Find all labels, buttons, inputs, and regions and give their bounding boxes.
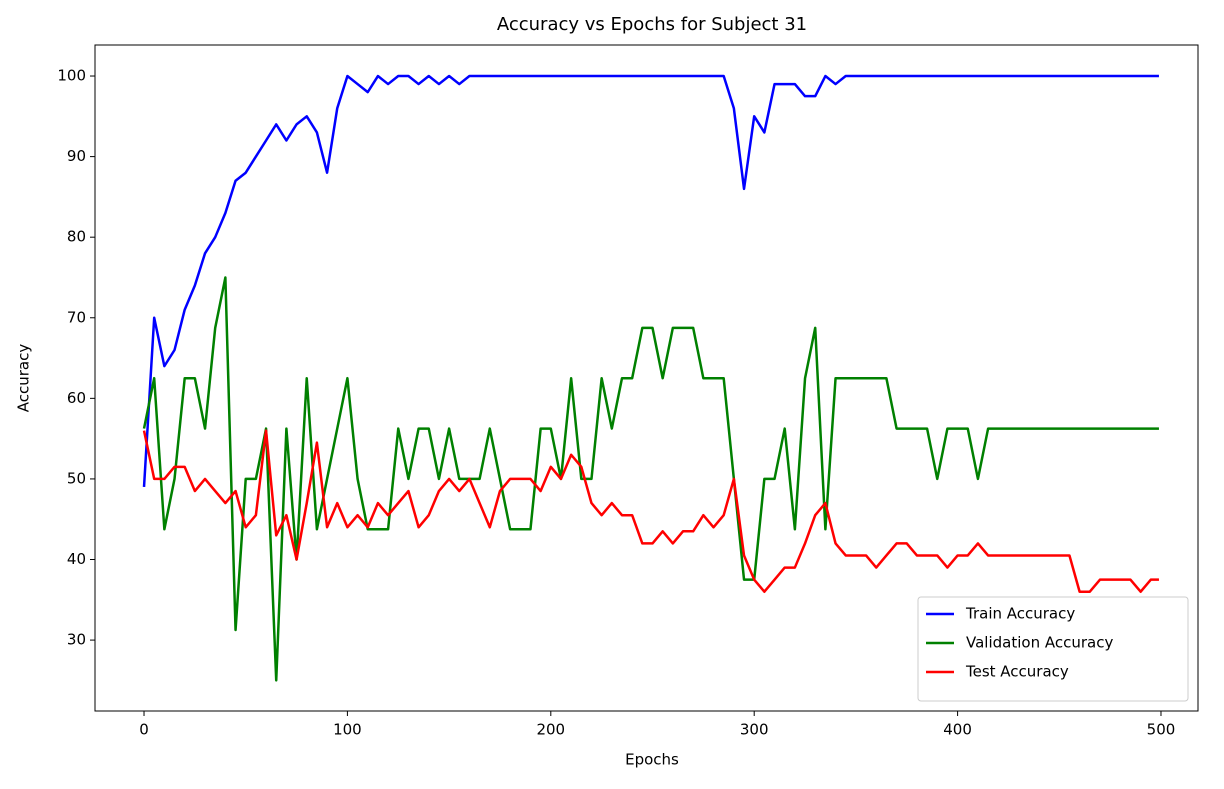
chart-title: Accuracy vs Epochs for Subject 31 — [497, 14, 807, 35]
legend-label: Train Accuracy — [965, 605, 1075, 623]
data-line — [142, 429, 1159, 593]
data-line — [142, 276, 1159, 682]
y-tick-label: 50 — [67, 469, 86, 487]
y-tick-label: 30 — [67, 631, 86, 649]
y-tick-label: 90 — [67, 147, 86, 165]
y-axis-label: Accuracy — [15, 344, 33, 413]
legend-box — [917, 596, 1189, 702]
y-tick-label: 80 — [67, 228, 86, 246]
x-tick-label: 0 — [139, 721, 149, 739]
y-tick-label: 70 — [67, 308, 86, 326]
y-tick-label: 40 — [67, 550, 86, 568]
legend-label: Validation Accuracy — [966, 634, 1113, 652]
axes-frame — [94, 44, 1199, 712]
y-tick-label: 100 — [57, 67, 86, 85]
x-axis-label: Epochs — [625, 751, 679, 769]
x-tick-label: 300 — [740, 721, 769, 739]
x-tick-label: 400 — [943, 721, 972, 739]
y-tick-label: 60 — [67, 389, 86, 407]
x-tick-label: 200 — [536, 721, 565, 739]
legend-label: Test Accuracy — [965, 663, 1069, 681]
x-tick-label: 100 — [333, 721, 362, 739]
data-line — [142, 74, 1159, 488]
x-tick-label: 500 — [1147, 721, 1176, 739]
